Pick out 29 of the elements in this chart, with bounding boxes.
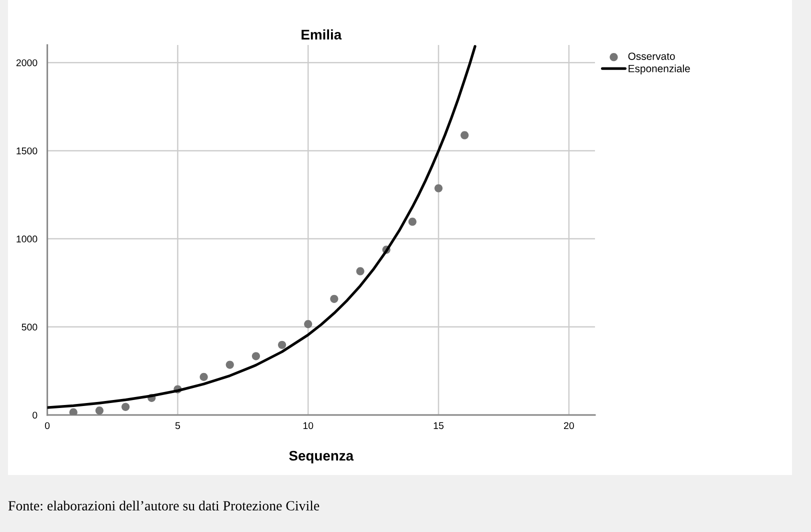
y-tick-label: 1500 [16, 147, 38, 154]
y-tick-label: 2000 [16, 59, 38, 66]
x-tick-label: 10 [303, 422, 314, 430]
x-tick-label: 5 [175, 422, 180, 430]
y-tick-label: 0 [32, 412, 38, 419]
point [278, 340, 286, 349]
x-tick-label: 20 [564, 422, 574, 430]
point [200, 372, 208, 381]
y-tick-label: 1000 [16, 236, 38, 242]
x-tick-label: 15 [434, 422, 444, 430]
chart-title: Emilia [302, 29, 342, 40]
point [252, 352, 260, 360]
legend-label: Osservato [628, 52, 675, 60]
legend-label: Esponenziale [628, 64, 690, 74]
y-tick-label: 500 [22, 324, 38, 331]
point [226, 360, 234, 369]
line-series [47, 45, 476, 409]
x-axis-title: Sequenza [289, 450, 354, 464]
point [69, 408, 78, 415]
point [434, 184, 443, 192]
point [121, 402, 130, 411]
point [460, 131, 469, 140]
point [408, 218, 416, 226]
source-note: Fonte: elaborazioni dell’autore su dati Protezione Civile [8, 500, 320, 511]
point [330, 294, 338, 303]
point [304, 320, 312, 328]
x-tick-label: 0 [44, 422, 50, 430]
point [356, 267, 364, 276]
point [95, 406, 104, 415]
